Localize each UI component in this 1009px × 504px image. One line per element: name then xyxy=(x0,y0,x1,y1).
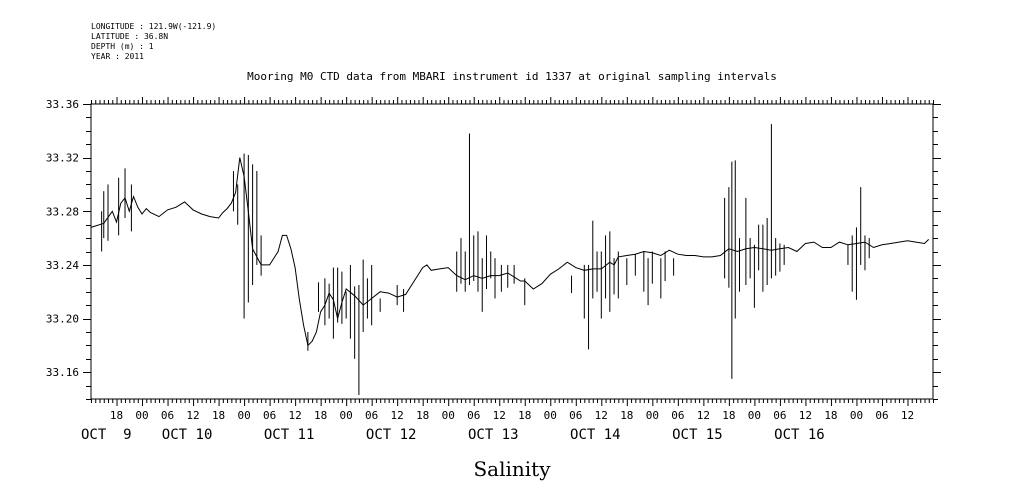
x-hour-label: 06 xyxy=(875,409,888,422)
x-day-label: OCT 16 xyxy=(774,427,825,443)
x-hour-label: 06 xyxy=(773,409,786,422)
x-day-label: OCT 14 xyxy=(570,427,621,443)
x-hour-label: 12 xyxy=(595,409,608,422)
x-day-label: OCT 11 xyxy=(264,427,315,443)
plot-frame xyxy=(90,103,934,400)
x-hour-label: 06 xyxy=(467,409,480,422)
metadata-block: LONGITUDE : 121.9W(-121.9) LATITUDE : 36… xyxy=(91,22,216,62)
x-hour-label: 06 xyxy=(365,409,378,422)
x-hour-label: 18 xyxy=(722,409,735,422)
salinity-series-line xyxy=(90,157,930,347)
chart-title: Mooring M0 CTD data from MBARI instrumen… xyxy=(247,70,777,83)
x-hour-label: 18 xyxy=(110,409,123,422)
x-hour-label: 00 xyxy=(748,409,761,422)
x-hour-label: 06 xyxy=(263,409,276,422)
x-hour-label: 06 xyxy=(671,409,684,422)
x-day-label: OCT 13 xyxy=(468,427,519,443)
y-tick-label: 33.24 xyxy=(46,259,79,272)
x-hour-label: 12 xyxy=(391,409,404,422)
x-hour-label: 18 xyxy=(416,409,429,422)
axis-ticks xyxy=(83,97,941,406)
x-hour-label: 00 xyxy=(237,409,250,422)
y-tick-labels: 33.16 33.20 33.24 33.28 33.32 33.36 xyxy=(46,98,79,379)
x-hour-label: 18 xyxy=(212,409,225,422)
x-hour-label: 00 xyxy=(544,409,557,422)
y-tick-label: 33.16 xyxy=(46,366,79,379)
x-hour-label: 18 xyxy=(518,409,531,422)
x-day-label: OCT 10 xyxy=(162,427,213,443)
y-tick-label: 33.20 xyxy=(46,313,79,326)
latitude-text: LATITUDE : 36.8N xyxy=(91,32,169,41)
x-hour-label: 06 xyxy=(161,409,174,422)
y-tick-label: 33.28 xyxy=(46,205,79,218)
x-tick-labels: 18 00 06 12 18 00 06 12 18 00 06 12 18 00 06 12 18 00 06 12… xyxy=(110,409,914,422)
x-hour-label: 12 xyxy=(186,409,199,422)
salinity-spikes xyxy=(101,124,870,395)
x-hour-label: 00 xyxy=(850,409,863,422)
x-hour-label: 18 xyxy=(824,409,837,422)
x-hour-label: 06 xyxy=(569,409,582,422)
y-tick-label: 33.32 xyxy=(46,152,79,165)
x-day-label: OCT 12 xyxy=(366,427,417,443)
x-day-label: OCT 9 xyxy=(81,427,132,443)
x-hour-label: 12 xyxy=(799,409,812,422)
x-hour-label: 12 xyxy=(288,409,301,422)
bottom-label: Salinity xyxy=(473,457,551,481)
x-day-label: OCT 15 xyxy=(672,427,723,443)
x-hour-label: 18 xyxy=(620,409,633,422)
x-hour-label: 18 xyxy=(314,409,327,422)
x-hour-label: 00 xyxy=(646,409,659,422)
x-hour-label: 12 xyxy=(493,409,506,422)
x-day-labels: OCT 9 OCT 10 OCT 11 OCT 12 OCT 13 OCT 14 OCT 1… xyxy=(81,427,825,443)
longitude-text: LONGITUDE : 121.9W(-121.9) xyxy=(91,22,217,31)
year-text: YEAR : 2011 xyxy=(91,52,144,61)
depth-text: DEPTH (m) : 1 xyxy=(91,42,154,51)
y-tick-label: 33.36 xyxy=(46,98,79,111)
x-hour-label: 12 xyxy=(901,409,914,422)
x-hour-label: 00 xyxy=(135,409,148,422)
x-hour-label: 12 xyxy=(697,409,710,422)
x-hour-label: 00 xyxy=(340,409,353,422)
x-hour-label: 00 xyxy=(442,409,455,422)
